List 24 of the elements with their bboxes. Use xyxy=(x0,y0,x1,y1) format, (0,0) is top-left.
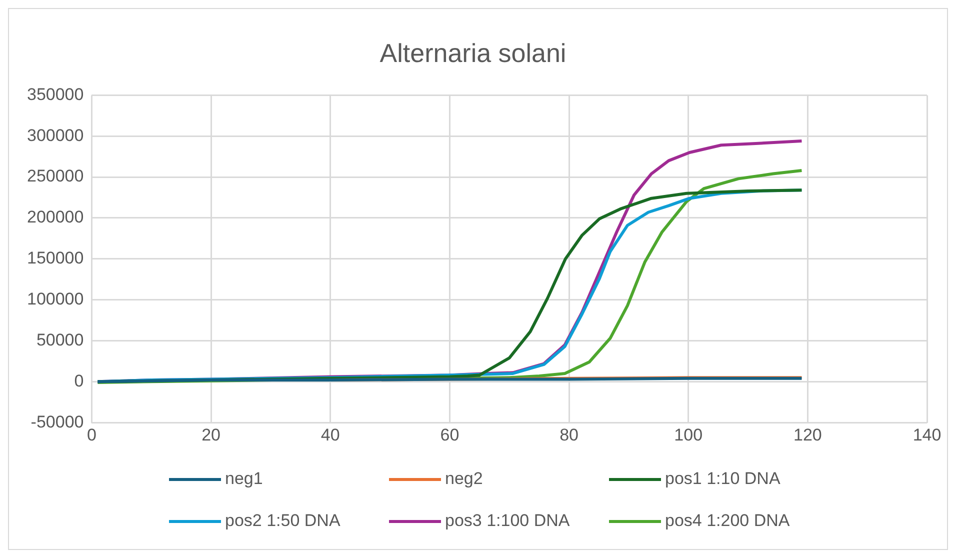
y-tick-label: 100000 xyxy=(26,290,84,309)
x-tick-label: 40 xyxy=(320,425,340,444)
y-tick-label: 200000 xyxy=(26,208,84,227)
y-tick-label: -50000 xyxy=(30,412,84,432)
x-tick-label: 0 xyxy=(86,425,96,444)
y-tick-label: 250000 xyxy=(26,166,84,186)
legend-label: neg2 xyxy=(445,469,483,489)
y-tick-label: 50000 xyxy=(36,330,84,350)
y-tick-label: 300000 xyxy=(26,126,84,145)
y-tick-label: 150000 xyxy=(26,248,84,268)
legend-label: pos1 1:10 DNA xyxy=(665,469,780,489)
y-tick-label: 350000 xyxy=(26,84,84,104)
legend-label: pos2 1:50 DNA xyxy=(225,511,340,531)
chart-title: Alternaria solani xyxy=(380,38,566,68)
x-tick-label: 100 xyxy=(674,425,703,444)
legend-label: pos3 1:100 DNA xyxy=(445,511,570,531)
legend-label: neg1 xyxy=(225,469,263,489)
x-tick-label: 60 xyxy=(440,425,460,444)
x-tick-label: 80 xyxy=(560,425,578,444)
x-tick-label: 120 xyxy=(793,425,822,444)
y-tick-label: 0 xyxy=(74,371,84,390)
legend-label: pos4 1:200 DNA xyxy=(665,511,790,531)
x-tick-label: 20 xyxy=(202,425,221,444)
x-tick-label: 140 xyxy=(912,425,942,444)
